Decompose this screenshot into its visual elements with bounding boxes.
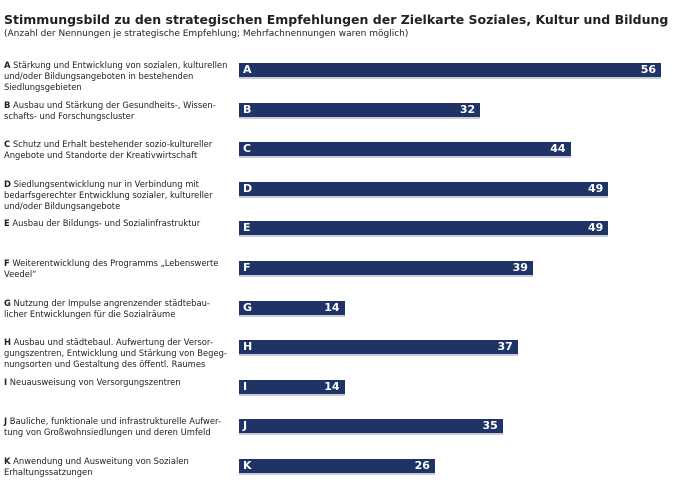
- bar-b: B 32: [239, 102, 481, 117]
- category-letter: E: [4, 218, 10, 229]
- chart-subtitle: (Anzahl der Nennungen je strategische Em…: [4, 29, 409, 39]
- category-letter: I: [4, 376, 8, 387]
- category-text: Schutz und Erhalt bestehender sozio-kult…: [4, 139, 213, 161]
- category-letter: A: [4, 60, 11, 70]
- category-text: Ausbau der Bildungs- und Sozialinfrastru…: [9, 218, 201, 229]
- bar-letter: J: [243, 419, 248, 433]
- bar-c: C 44: [239, 142, 571, 157]
- data-label: 49: [587, 181, 604, 195]
- bar-k: K 26: [239, 459, 435, 473]
- data-label: 37: [497, 340, 513, 354]
- bar-i: I 14: [239, 379, 345, 394]
- category-label: G Nutzung der Impulse angrenzender städt…: [4, 298, 229, 320]
- data-label: 26: [414, 459, 430, 472]
- data-label: 14: [324, 300, 340, 314]
- data-label: 39: [512, 261, 528, 274]
- chart-title: Stimmungsbild zu den strategischen Empfe…: [4, 12, 669, 27]
- bar-a: A 56: [239, 63, 661, 77]
- data-label: 44: [550, 142, 566, 156]
- category-text: Ausbau und städtebaul. Aufwertung der Ve…: [4, 337, 227, 370]
- category-letter: K: [4, 456, 11, 466]
- bar-d: D 49: [239, 181, 609, 196]
- bar-letter: A: [243, 63, 252, 76]
- category-letter: H: [4, 337, 12, 348]
- data-label: 35: [482, 419, 498, 433]
- category-label: K Anwendung und Ausweitung von Sozialen …: [4, 456, 229, 478]
- bar-letter: C: [243, 142, 252, 156]
- bar-letter: E: [243, 221, 251, 235]
- category-text: Stärkung und Entwicklung von sozialen, k…: [4, 60, 228, 92]
- category-text: Nutzung der Impulse angrenzender städteb…: [4, 297, 210, 319]
- data-label: 32: [459, 102, 476, 116]
- category-letter: F: [4, 258, 10, 268]
- data-label: 14: [324, 379, 340, 393]
- bar-letter: G: [243, 300, 253, 314]
- category-letter: D: [4, 178, 11, 189]
- bar-letter: F: [243, 261, 251, 274]
- category-label: D Siedlungsentwicklung nur in Verbindung…: [4, 179, 229, 212]
- category-text: Anwendung und Ausweitung von Sozialen Er…: [4, 456, 189, 477]
- category-letter: B: [4, 99, 11, 110]
- data-label: 56: [640, 63, 656, 76]
- category-text: Siedlungsentwicklung nur in Verbindung m…: [4, 178, 213, 211]
- bar-letter: I: [243, 379, 248, 393]
- bar-letter: K: [243, 459, 252, 472]
- category-label: H Ausbau und städtebaul. Aufwertung der …: [4, 337, 229, 370]
- bar-letter: D: [243, 181, 253, 195]
- category-letter: J: [4, 416, 8, 427]
- bar-g: G 14: [239, 300, 345, 315]
- data-label: 49: [587, 221, 604, 235]
- category-text: Ausbau und Stärkung der Gesundheits-, Wi…: [4, 99, 216, 121]
- category-text: Neuausweisung von Versorgungszentren: [7, 376, 181, 387]
- bar-h: H 37: [239, 340, 518, 355]
- category-label: B Ausbau und Stärkung der Gesundheits-, …: [4, 100, 229, 122]
- category-label: E Ausbau der Bildungs- und Sozialinfrast…: [4, 218, 229, 229]
- bar-letter: H: [243, 340, 253, 354]
- category-letter: G: [4, 297, 11, 308]
- category-label: J Bauliche, funktionale und infrastruktu…: [4, 416, 229, 438]
- bar-e: E 49: [239, 221, 609, 236]
- category-label: I Neuausweisung von Versorgungszentren: [4, 377, 229, 388]
- bar-f: F 39: [239, 261, 533, 275]
- category-label: C Schutz und Erhalt bestehender sozio-ku…: [4, 139, 229, 161]
- category-label: A Stärkung und Entwicklung von sozialen,…: [4, 60, 229, 93]
- bar-j: J 35: [239, 419, 503, 434]
- category-text: Weiterentwicklung des Programms „Lebensw…: [4, 258, 219, 279]
- category-text: Bauliche, funktionale und infrastrukture…: [4, 416, 221, 438]
- category-label: F Weiterentwicklung des Programms „Leben…: [4, 258, 229, 280]
- bar-letter: B: [243, 102, 252, 116]
- category-letter: C: [4, 139, 11, 150]
